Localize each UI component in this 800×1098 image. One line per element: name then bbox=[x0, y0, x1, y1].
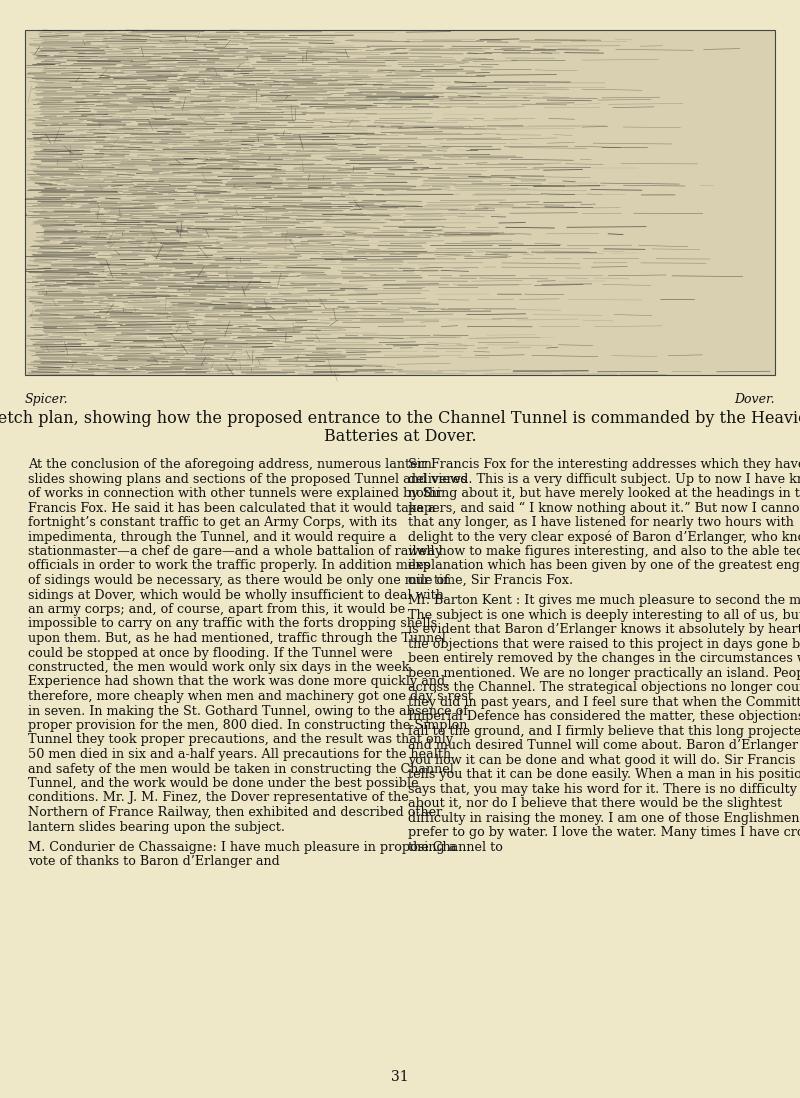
Text: explanation which has been given by one of the greatest engineers of: explanation which has been given by one … bbox=[408, 560, 800, 572]
Text: the Channel to: the Channel to bbox=[408, 841, 503, 854]
Text: M. Condurier de Chassaigne: I have much pleasure in proposing a: M. Condurier de Chassaigne: I have much … bbox=[28, 841, 456, 854]
Text: you how it can be done and what good it will do. Sir Francis Fox: you how it can be done and what good it … bbox=[408, 754, 800, 766]
Text: lantern slides bearing upon the subject.: lantern slides bearing upon the subject. bbox=[28, 820, 285, 833]
Text: delivered. This is a very difficult subject. Up to now I have known: delivered. This is a very difficult subj… bbox=[408, 472, 800, 485]
Text: been mentioned. We are no longer practically an island. People fly: been mentioned. We are no longer practic… bbox=[408, 666, 800, 680]
Text: fall to the ground, and I firmly believe that this long projected: fall to the ground, and I firmly believe… bbox=[408, 725, 800, 738]
Text: proper provision for the men, 800 died. In constructing the Simplon: proper provision for the men, 800 died. … bbox=[28, 719, 467, 732]
Text: could be stopped at once by flooding. If the Tunnel were: could be stopped at once by flooding. If… bbox=[28, 647, 393, 660]
Text: slides showing plans and sections of the proposed Tunnel and views: slides showing plans and sections of the… bbox=[28, 472, 467, 485]
Text: Tunnel, and the work would be done under the best possible: Tunnel, and the work would be done under… bbox=[28, 777, 418, 789]
Text: stationmaster—a chef de gare—and a whole battalion of railway: stationmaster—a chef de gare—and a whole… bbox=[28, 545, 442, 558]
Text: Francis Fox. He said it has been calculated that it would take a: Francis Fox. He said it has been calcula… bbox=[28, 502, 436, 515]
Text: and safety of the men would be taken in constructing the Channel: and safety of the men would be taken in … bbox=[28, 762, 454, 775]
Text: conditions. Mr. J. M. Finez, the Dover representative of the: conditions. Mr. J. M. Finez, the Dover r… bbox=[28, 792, 409, 805]
Text: officials in order to work the traffic properly. In addition miles: officials in order to work the traffic p… bbox=[28, 560, 430, 572]
Text: vote of thanks to Baron d’Erlanger and: vote of thanks to Baron d’Erlanger and bbox=[28, 855, 280, 869]
Text: Tunnel they took proper precautions, and the result was that only: Tunnel they took proper precautions, and… bbox=[28, 733, 453, 747]
Text: Batteries at Dover.: Batteries at Dover. bbox=[324, 428, 476, 445]
Text: been entirely removed by the changes in the circumstances which have: been entirely removed by the changes in … bbox=[408, 652, 800, 665]
Text: Sir Francis Fox for the interesting addresses which they have: Sir Francis Fox for the interesting addr… bbox=[408, 458, 800, 471]
Text: constructed, the men would work only six days in the week.: constructed, the men would work only six… bbox=[28, 661, 414, 674]
Text: in seven. In making the St. Gothard Tunnel, owing to the absence of: in seven. In making the St. Gothard Tunn… bbox=[28, 705, 468, 717]
Text: tells you that it can be done easily. When a man in his position: tells you that it can be done easily. Wh… bbox=[408, 769, 800, 782]
Text: papers, and said “ I know nothing about it.” But now I cannot say: papers, and said “ I know nothing about … bbox=[408, 502, 800, 515]
Text: of sidings would be necessary, as there would be only one mile of: of sidings would be necessary, as there … bbox=[28, 574, 449, 587]
Text: At the conclusion of the aforegoing address, numerous lantern: At the conclusion of the aforegoing addr… bbox=[28, 458, 432, 471]
Text: about it, nor do I believe that there would be the slightest: about it, nor do I believe that there wo… bbox=[408, 797, 782, 810]
Bar bbox=[25, 30, 775, 376]
Text: sidings at Dover, which would be wholly insufficient to deal with: sidings at Dover, which would be wholly … bbox=[28, 589, 444, 602]
Text: across the Channel. The strategical objections no longer count as: across the Channel. The strategical obje… bbox=[408, 681, 800, 694]
Text: an army corps; and, of course, apart from this, it would be: an army corps; and, of course, apart fro… bbox=[28, 603, 406, 616]
Text: 31: 31 bbox=[391, 1069, 409, 1084]
Text: well how to make figures interesting, and also to the able technical: well how to make figures interesting, an… bbox=[408, 545, 800, 558]
Text: Sketch plan, showing how the proposed entrance to the Channel Tunnel is commande: Sketch plan, showing how the proposed en… bbox=[0, 410, 800, 427]
Text: Experience had shown that the work was done more quickly and,: Experience had shown that the work was d… bbox=[28, 675, 450, 688]
Text: impossible to carry on any traffic with the forts dropping shells: impossible to carry on any traffic with … bbox=[28, 617, 437, 630]
Text: upon them. But, as he had mentioned, traffic through the Tunnel: upon them. But, as he had mentioned, tra… bbox=[28, 632, 446, 645]
Text: Imperial Defence has considered the matter, these objections will: Imperial Defence has considered the matt… bbox=[408, 710, 800, 724]
Text: is evident that Baron d’Erlanger knows it absolutely by heart. All: is evident that Baron d’Erlanger knows i… bbox=[408, 624, 800, 637]
Text: fortnight’s constant traffic to get an Army Corps, with its: fortnight’s constant traffic to get an A… bbox=[28, 516, 397, 529]
Text: delight to the very clear exposé of Baron d’Erlanger, who knows so: delight to the very clear exposé of Baro… bbox=[408, 530, 800, 544]
Text: our time, Sir Francis Fox.: our time, Sir Francis Fox. bbox=[408, 574, 573, 587]
Text: The subject is one which is deeply interesting to all of us, but it: The subject is one which is deeply inter… bbox=[408, 608, 800, 621]
Text: impedimenta, through the Tunnel, and it would require a: impedimenta, through the Tunnel, and it … bbox=[28, 530, 397, 544]
Text: difficulty in raising the money. I am one of those Englishmen who: difficulty in raising the money. I am on… bbox=[408, 811, 800, 825]
Text: Mr. Barton Kent : It gives me much pleasure to second the motion.: Mr. Barton Kent : It gives me much pleas… bbox=[408, 594, 800, 607]
Text: that any longer, as I have listened for nearly two hours with: that any longer, as I have listened for … bbox=[408, 516, 794, 529]
Text: of works in connection with other tunnels were explained by Sir: of works in connection with other tunnel… bbox=[28, 488, 442, 500]
Text: 50 men died in six and a-half years. All precautions for the health: 50 men died in six and a-half years. All… bbox=[28, 748, 451, 761]
Text: the objections that were raised to this project in days gone by have: the objections that were raised to this … bbox=[408, 638, 800, 651]
Text: Northern of France Railway, then exhibited and described other: Northern of France Railway, then exhibit… bbox=[28, 806, 442, 819]
Text: prefer to go by water. I love the water. Many times I have crossed: prefer to go by water. I love the water.… bbox=[408, 827, 800, 839]
Text: they did in past years, and I feel sure that when the Committee of: they did in past years, and I feel sure … bbox=[408, 696, 800, 709]
Text: Dover.: Dover. bbox=[734, 393, 775, 406]
Text: and much desired Tunnel will come about. Baron d’Erlanger has told: and much desired Tunnel will come about.… bbox=[408, 739, 800, 752]
Text: says that, you may take his word for it. There is no difficulty: says that, you may take his word for it.… bbox=[408, 783, 797, 796]
Text: Spicer.: Spicer. bbox=[25, 393, 69, 406]
Text: therefore, more cheaply when men and machinery got one day’s rest: therefore, more cheaply when men and mac… bbox=[28, 690, 473, 703]
Text: nothing about it, but have merely looked at the headings in the: nothing about it, but have merely looked… bbox=[408, 488, 800, 500]
